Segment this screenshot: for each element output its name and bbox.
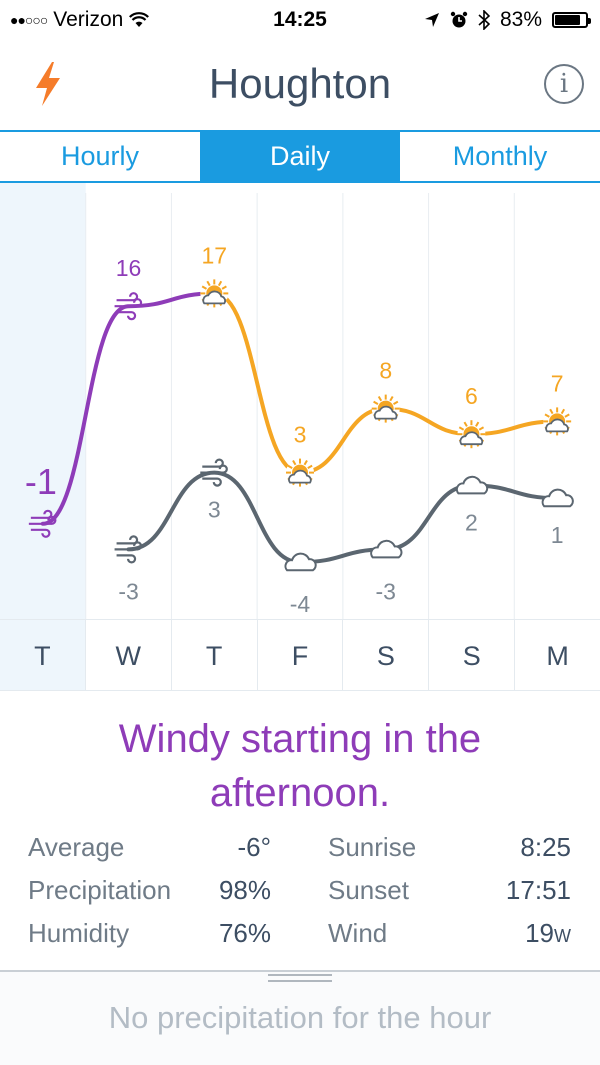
low-temperature-label: -4 (290, 591, 311, 617)
low-temperature-label: 2 (465, 509, 478, 535)
humidity-value: 76% (218, 918, 271, 948)
average-label: Average (28, 832, 125, 862)
low-temperature-label: 3 (208, 497, 221, 523)
status-bar: ●●○○○ Verizon 14:25 83% (0, 0, 600, 40)
high-temperature-label: -1 (25, 461, 57, 502)
sun-cloud-icon (200, 279, 229, 308)
location-arrow-icon (424, 13, 439, 27)
tab-daily[interactable]: Daily (200, 132, 400, 181)
precipitation-panel[interactable] (0, 972, 600, 1065)
average-value: -6° (237, 832, 271, 862)
sunset-label: Sunset (328, 875, 409, 905)
humidity-label: Humidity (28, 918, 130, 948)
wind-value: 19 (525, 918, 554, 948)
drag-handle[interactable] (268, 974, 332, 982)
wind-icon (114, 535, 143, 564)
stats-row: Average -6° Sunrise 8:25 (28, 828, 573, 871)
sunrise-label: Sunrise (328, 832, 417, 862)
high-temperature-label: 17 (201, 242, 227, 268)
day-label[interactable]: F (258, 620, 344, 690)
day-label[interactable]: S (429, 620, 516, 690)
cloud-icon (455, 475, 489, 495)
info-icon[interactable]: i (544, 64, 584, 104)
selected-day-highlight (0, 183, 86, 619)
alarm-icon (450, 11, 468, 28)
tab-hourly[interactable]: Hourly (60, 141, 140, 171)
header: Houghton i (0, 40, 600, 130)
wind-icon (114, 292, 143, 321)
status-left: ●●○○○ Verizon (10, 8, 150, 32)
day-label[interactable]: W (86, 620, 172, 690)
sunset-value: 17:51 (505, 875, 571, 905)
tab-monthly[interactable]: Monthly (452, 141, 548, 171)
sun-cloud-icon (286, 458, 314, 487)
status-time: 14:25 (273, 8, 327, 31)
carrier-label: Verizon (53, 8, 124, 31)
precipitation-message: No precipitation for the hour (108, 1000, 492, 1035)
precipitation-label: Precipitation (28, 875, 172, 905)
battery-fill (555, 15, 580, 25)
high-temperature-label: 8 (379, 358, 392, 384)
view-tabs: Hourly Daily Monthly (0, 130, 600, 183)
high-temperature-line-today (40, 291, 217, 526)
sunrise-value: 8:25 (520, 832, 571, 862)
day-label[interactable]: S (343, 620, 430, 690)
day-label[interactable]: M (546, 641, 569, 671)
wifi-icon (129, 12, 150, 27)
stats-row: Humidity 76% Wind 19W (28, 914, 573, 957)
location-title: Houghton (208, 60, 392, 107)
forecast-summary: Windy starting in the afternoon. (118, 717, 482, 815)
cloud-icon (370, 539, 403, 559)
battery-icon (552, 12, 591, 28)
day-label[interactable]: T (172, 620, 258, 690)
low-temperature-label: -3 (118, 578, 138, 604)
wind-value-group: 19W (525, 918, 571, 949)
battery-percent: 83% (499, 8, 542, 31)
status-right: 83% (424, 8, 591, 32)
wind-label: Wind (328, 918, 388, 948)
sun-cloud-icon (371, 394, 400, 423)
wind-direction: W (554, 926, 571, 946)
day-labels: T W T F S S M (0, 619, 600, 691)
lightning-bolt-icon[interactable] (28, 60, 68, 108)
stats-row: Precipitation 98% Sunset 17:51 (28, 871, 573, 914)
sun-cloud-icon (457, 420, 486, 449)
cloud-icon (284, 552, 317, 572)
sun-cloud-icon (543, 407, 572, 436)
day-label[interactable]: T (0, 620, 86, 690)
wind-icon (28, 509, 57, 538)
divider (0, 970, 600, 972)
low-temperature-label: 1 (551, 522, 564, 548)
precipitation-value: 98% (218, 875, 271, 905)
cloud-icon (541, 488, 574, 508)
high-temperature-label: 7 (551, 370, 564, 396)
high-temperature-label: 3 (294, 422, 307, 448)
high-temperature-label: 16 (116, 255, 142, 281)
signal-icon: ●●○○○ (10, 12, 48, 28)
bluetooth-icon (478, 10, 490, 30)
low-temperature-label: -3 (375, 578, 395, 604)
wind-icon (200, 458, 228, 487)
stats-panel: Average -6° Sunrise 8:25 Precipitation 9… (28, 828, 573, 957)
high-temperature-label: 6 (465, 383, 478, 409)
daily-chart: -1 16 17 3 8 6 7 -3 3 -4 -3 2 1 T W T F S S M (0, 183, 600, 693)
temperature-chart: -1 16 17 3 8 6 7 -3 3 -4 -3 2 1 (0, 183, 574, 619)
